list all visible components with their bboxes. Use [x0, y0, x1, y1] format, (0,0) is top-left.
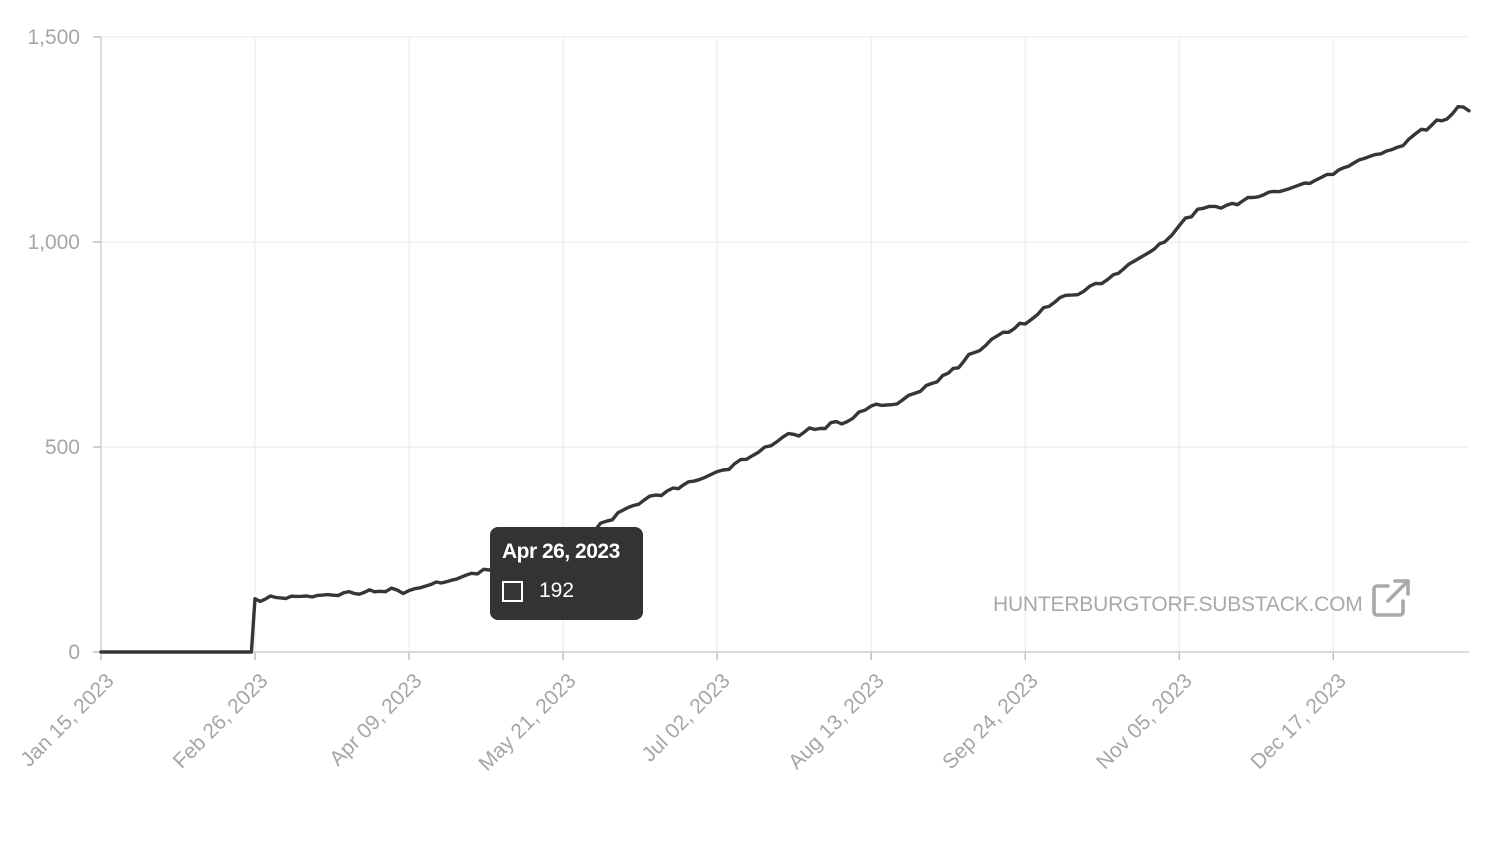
x-axis-ticks: Jan 15, 2023 Feb 26, 2023 Apr 09, 2023 May … — [16, 669, 1350, 775]
x-tick-label: Jul 02, 2023 — [638, 669, 735, 766]
tooltip-date: Apr 26, 2023 — [502, 540, 620, 563]
series-line[interactable] — [99, 105, 1471, 654]
y-tick-label: 1,000 — [27, 231, 80, 254]
data-tooltip: Apr 26, 2023 192 — [490, 527, 643, 620]
watermark-text: HUNTERBURGTORF.SUBSTACK.COM — [993, 593, 1363, 616]
x-tick-label: Apr 09, 2023 — [325, 669, 426, 770]
y-tick-label: 1,500 — [27, 26, 80, 49]
x-tick-label: Jan 15, 2023 — [16, 669, 118, 771]
grid-layer — [100, 36, 1469, 652]
axis-layer — [93, 36, 1469, 660]
tooltip-value: 192 — [539, 579, 575, 602]
watermark[interactable]: HUNTERBURGTORF.SUBSTACK.COM — [993, 579, 1411, 618]
series-swatch-icon — [502, 580, 523, 602]
x-tick-label: Feb 26, 2023 — [169, 669, 273, 773]
y-tick-label: 0 — [68, 641, 80, 664]
y-tick-label: 500 — [45, 436, 80, 459]
y-axis-ticks: 0 500 1,000 1,500 — [27, 26, 80, 664]
tooltip-row: 192 — [502, 580, 631, 602]
x-tick-label: Nov 05, 2023 — [1092, 669, 1197, 774]
x-tick-label: Sep 24, 2023 — [938, 669, 1043, 774]
x-tick-label: May 21, 2023 — [474, 669, 580, 775]
external-link-icon[interactable] — [1371, 578, 1411, 618]
series-layer — [99, 105, 1471, 654]
x-tick-label: Aug 13, 2023 — [784, 669, 889, 774]
x-tick-label: Dec 17, 2023 — [1246, 669, 1351, 774]
